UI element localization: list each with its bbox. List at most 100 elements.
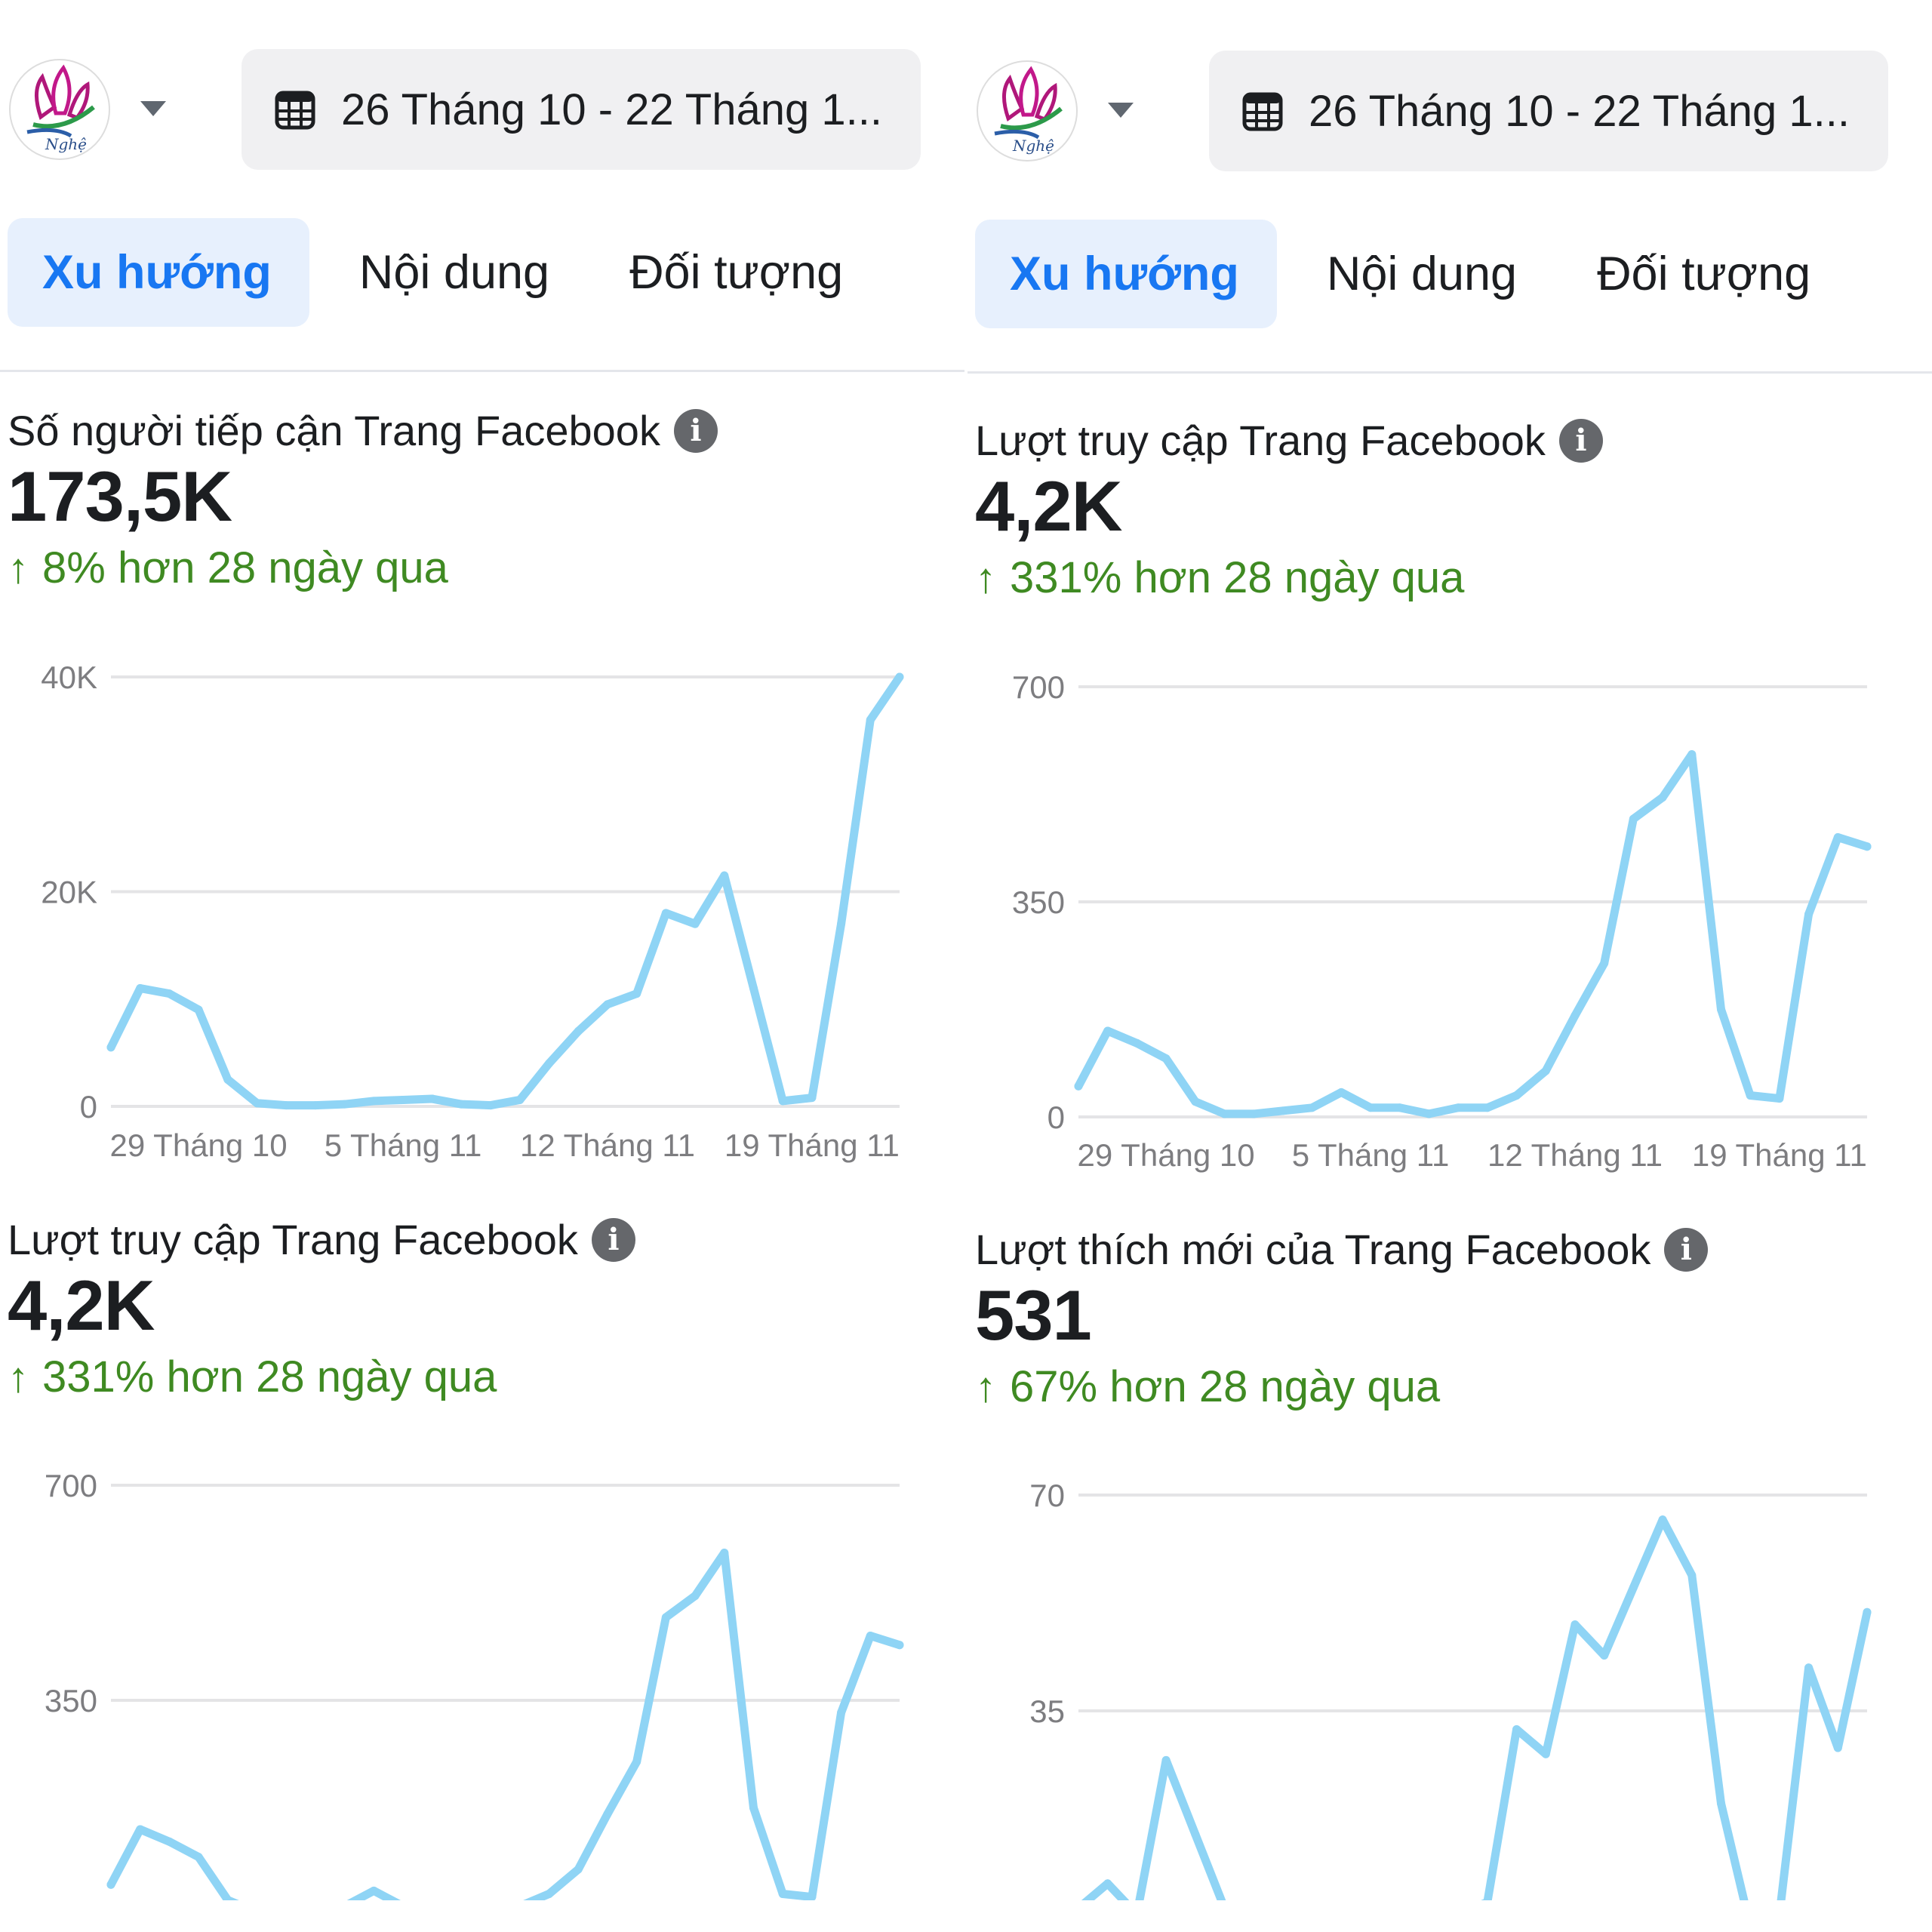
metric-title: Số người tiếp cận Trang Facebook bbox=[8, 407, 660, 454]
y-tick-label: 70 bbox=[1029, 1478, 1065, 1513]
data-point bbox=[1278, 1910, 1287, 1918]
metric-value: 4,2K bbox=[975, 466, 1123, 546]
page-avatar[interactable]: Nghệ bbox=[977, 60, 1078, 162]
info-icon[interactable]: i bbox=[591, 1217, 635, 1262]
data-point bbox=[895, 1641, 904, 1650]
tab-audience[interactable]: Đối tượng bbox=[1597, 248, 1811, 300]
y-tick-label: 20K bbox=[41, 875, 97, 910]
data-point bbox=[1863, 842, 1872, 851]
calendar-icon bbox=[1242, 92, 1283, 131]
data-point bbox=[1424, 1109, 1433, 1118]
info-icon[interactable]: i bbox=[1664, 1227, 1709, 1272]
data-point bbox=[428, 1902, 436, 1910]
tab-audience[interactable]: Đối tượng bbox=[629, 246, 844, 299]
y-tick-label: 700 bbox=[45, 1468, 97, 1503]
data-point bbox=[311, 1905, 319, 1913]
visits-line-chart: 350 700 bbox=[45, 1468, 904, 1916]
data-point bbox=[369, 1886, 378, 1895]
y-tick-label: 35 bbox=[1029, 1694, 1065, 1729]
data-point bbox=[1103, 1879, 1112, 1888]
data-point bbox=[1716, 1005, 1725, 1014]
data-point bbox=[1425, 1910, 1433, 1918]
data-point bbox=[661, 909, 670, 918]
x-tick-label: 12 Tháng 11 bbox=[1487, 1137, 1663, 1173]
data-point bbox=[632, 989, 641, 998]
insights-panel-left: Nghệ 26 Tháng 10 - 22 Tháng 1... Xu hướn… bbox=[0, 0, 964, 1932]
page-switcher-chevron-down-icon[interactable] bbox=[140, 101, 166, 116]
data-point bbox=[1220, 1109, 1229, 1118]
data-point bbox=[136, 984, 145, 993]
data-point bbox=[340, 1902, 349, 1910]
data-point bbox=[1571, 1620, 1580, 1629]
data-point bbox=[1220, 1904, 1229, 1912]
data-point bbox=[1483, 1897, 1491, 1900]
data-point bbox=[1454, 1910, 1463, 1918]
data-point bbox=[223, 1896, 232, 1900]
data-point bbox=[1687, 1571, 1697, 1580]
info-icon[interactable]: i bbox=[1558, 418, 1603, 463]
data-point bbox=[1512, 1091, 1521, 1100]
page-switcher-chevron-down-icon[interactable] bbox=[1108, 103, 1134, 118]
date-range-button[interactable]: 26 Tháng 10 - 22 Tháng 1... bbox=[242, 49, 921, 170]
data-point bbox=[223, 1075, 232, 1084]
data-point bbox=[545, 1890, 554, 1898]
data-point bbox=[253, 1908, 261, 1916]
data-point bbox=[603, 1000, 612, 1009]
metric-change: 67% hơn 28 ngày qua bbox=[1010, 1362, 1441, 1411]
data-point bbox=[1395, 1103, 1404, 1112]
data-point bbox=[340, 1100, 349, 1109]
data-point bbox=[281, 1101, 291, 1110]
data-point bbox=[837, 919, 846, 928]
svg-text:Nghệ: Nghệ bbox=[1012, 137, 1054, 155]
y-tick-label: 0 bbox=[1048, 1100, 1065, 1135]
new-likes-line-chart: 35 70 bbox=[1029, 1478, 1872, 1918]
metric-title: Lượt truy cập Trang Facebook bbox=[975, 417, 1546, 464]
metric-value: 4,2K bbox=[8, 1266, 155, 1345]
data-point bbox=[1775, 1910, 1783, 1918]
data-point bbox=[1075, 1904, 1083, 1912]
data-point bbox=[1483, 1103, 1492, 1112]
tab-content[interactable]: Nội dung bbox=[358, 246, 550, 299]
data-point bbox=[866, 1632, 875, 1640]
data-point bbox=[106, 1043, 115, 1052]
series-line bbox=[1081, 1515, 1872, 1900]
data-point bbox=[398, 1095, 408, 1104]
date-range-label: 26 Tháng 10 - 22 Tháng 1... bbox=[341, 85, 882, 134]
page-avatar[interactable]: Nghệ bbox=[9, 59, 110, 160]
info-icon[interactable]: i bbox=[673, 408, 718, 453]
data-point bbox=[515, 1902, 524, 1910]
divider bbox=[0, 370, 964, 372]
visits-line-chart: 0 350 700 29 Tháng 10 5 Tháng 11 12 Tháng 11 1… bbox=[1012, 669, 1872, 1173]
metric-new-likes: Lượt thích mới của Trang Facebook i 531 ↑… bbox=[975, 1225, 1709, 1412]
arrow-up-icon: ↑ bbox=[975, 554, 996, 601]
data-point bbox=[1863, 1607, 1872, 1617]
tab-trends[interactable]: Xu hướng bbox=[8, 218, 309, 327]
data-point bbox=[749, 1804, 758, 1812]
data-point bbox=[369, 1097, 378, 1106]
y-tick-label: 700 bbox=[1012, 669, 1065, 705]
insights-panel-right: Nghệ 26 Tháng 10 - 22 Tháng 1... Xu hướn… bbox=[968, 0, 1932, 1932]
date-range-button[interactable]: 26 Tháng 10 - 22 Tháng 1... bbox=[1209, 51, 1888, 171]
x-tick-label: 19 Tháng 11 bbox=[724, 1128, 900, 1163]
arrow-up-icon: ↑ bbox=[8, 1353, 29, 1401]
data-point bbox=[749, 984, 758, 993]
y-tick-label: 0 bbox=[80, 1089, 97, 1124]
tab-content[interactable]: Nội dung bbox=[1326, 248, 1518, 300]
data-point bbox=[1600, 1651, 1609, 1660]
data-point bbox=[574, 1865, 583, 1874]
data-point bbox=[486, 1101, 495, 1110]
svg-text:Nghệ: Nghệ bbox=[45, 135, 87, 153]
tab-trends[interactable]: Xu hướng bbox=[975, 220, 1277, 328]
data-point bbox=[545, 1059, 554, 1068]
tab-bar: Xu hướng Nội dung Đối tượng bbox=[8, 218, 879, 327]
y-tick-label: 350 bbox=[45, 1683, 97, 1718]
series-line bbox=[1074, 750, 1872, 1118]
data-point bbox=[1250, 1910, 1258, 1918]
data-point bbox=[632, 1757, 641, 1766]
data-point bbox=[194, 1853, 203, 1862]
series-line bbox=[106, 672, 904, 1110]
date-range-label: 26 Tháng 10 - 22 Tháng 1... bbox=[1309, 86, 1850, 136]
data-point bbox=[1367, 1910, 1375, 1918]
data-point bbox=[1249, 1109, 1258, 1118]
data-point bbox=[1074, 1081, 1083, 1091]
